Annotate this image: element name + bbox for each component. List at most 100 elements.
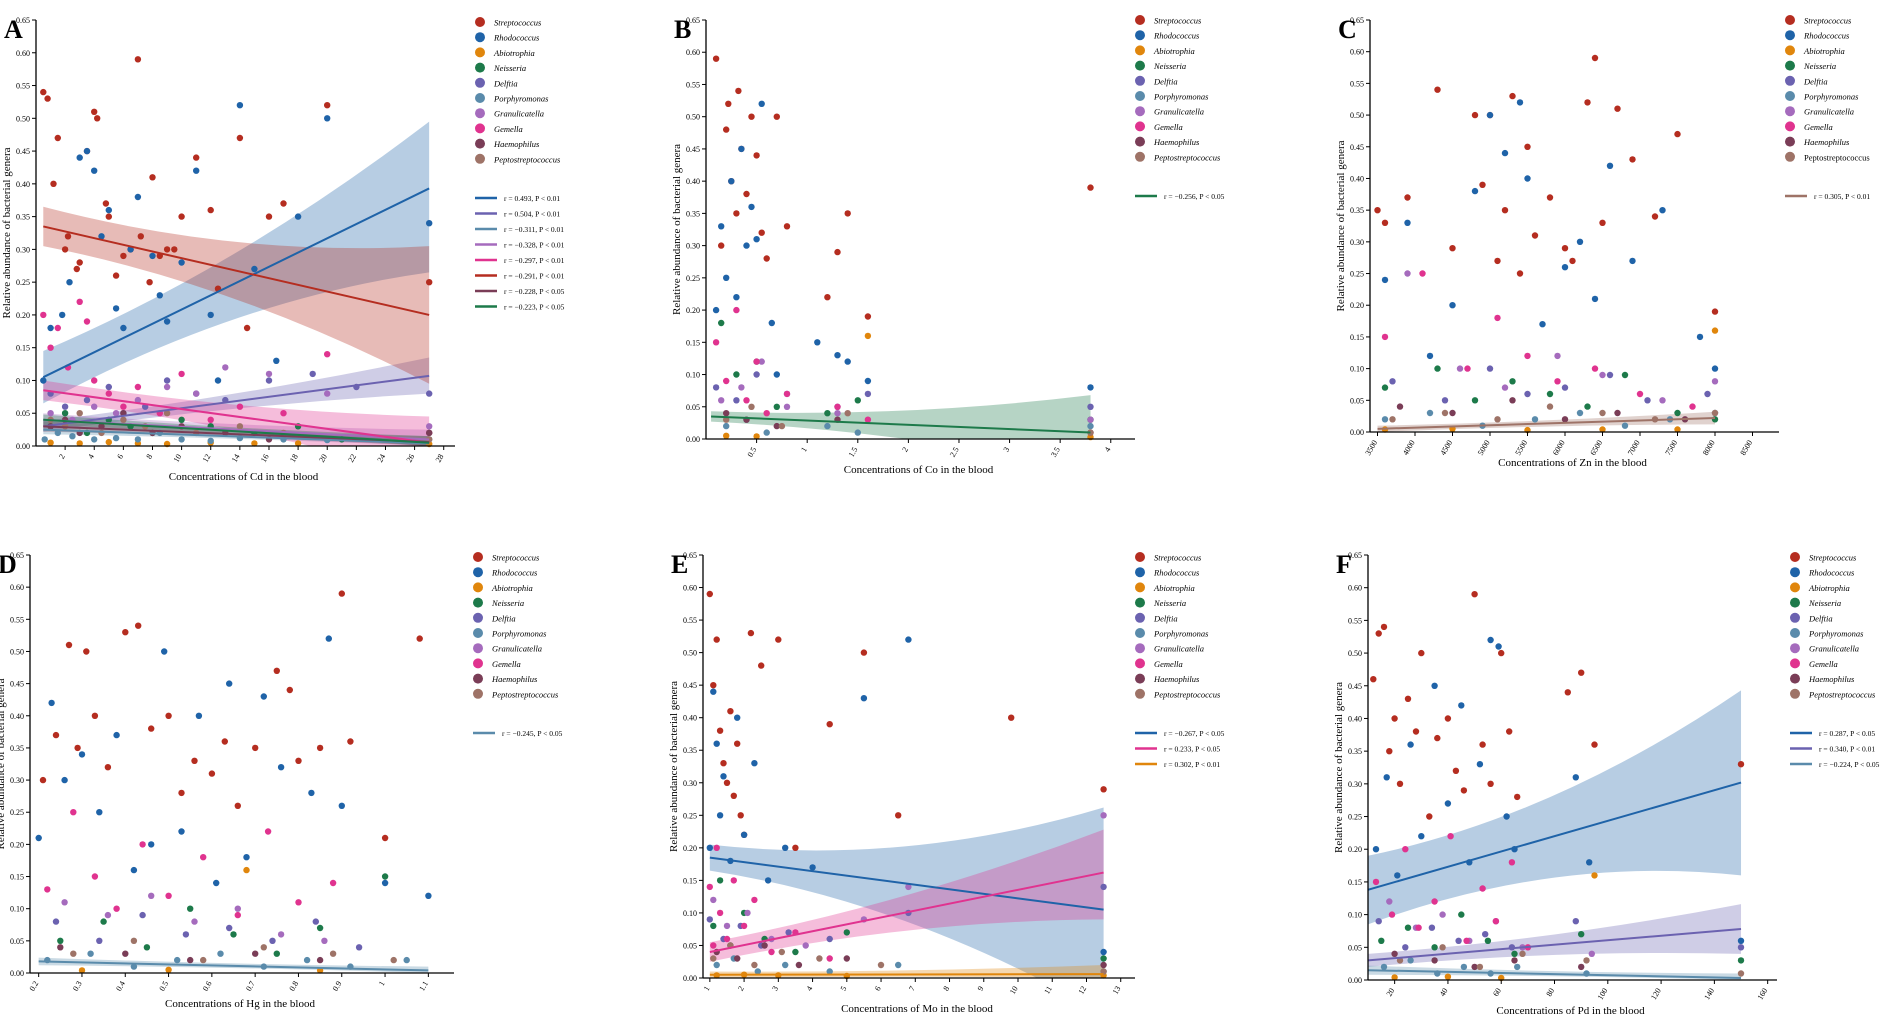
legend-fit-label: r = −0.297, P < 0.01 [504,256,565,265]
data-point [1659,207,1666,214]
data-point [1100,883,1107,891]
data-point [723,779,731,786]
data-point [195,712,203,719]
y-tick-label: 0.00 [1348,976,1362,985]
x-tick-label: 18 [288,453,300,464]
legend-label: Streptococcus [1154,16,1202,26]
data-point [1591,872,1598,879]
legend-marker [473,628,483,638]
fit-line [1368,969,1742,980]
data-point [834,403,841,410]
data-point [1415,924,1422,931]
fit-line [43,374,430,428]
data-point [102,200,110,207]
data-point [723,410,730,417]
data-point [1737,970,1745,977]
legend-marker [475,32,485,43]
data-point [1375,630,1382,637]
data-point [1370,676,1377,683]
y-tick-label: 0.20 [1350,301,1364,310]
y-tick-label: 0.20 [10,840,24,849]
data-point [426,436,433,443]
legend-label: Peptostreptococcus [1804,152,1870,162]
data-point [710,688,717,695]
data-point [751,760,758,767]
data-point [723,274,730,281]
legend-marker [1785,121,1795,132]
data-point [730,877,737,884]
legend-marker [1790,658,1800,669]
data-point [426,220,433,227]
legend-label: Haemophilus [491,674,538,684]
legend-marker [1135,597,1145,608]
legend-marker [1135,15,1145,25]
legend-marker [1135,582,1145,593]
data-point [148,892,155,899]
y-tick-label: 0.20 [686,306,700,315]
data-point [208,770,216,777]
data-point [1386,898,1393,905]
data-point [710,682,717,689]
data-point [1546,403,1554,410]
data-point [1546,390,1554,398]
data-point [740,922,748,930]
data-point [734,955,741,962]
data-point [329,950,337,957]
legend-marker [475,17,485,27]
y-tick-label: 0.15 [16,344,30,353]
scatter-points [712,55,1094,441]
y-tick-label: 0.10 [10,905,24,914]
data-point [130,866,138,874]
scatter-points [35,590,432,974]
data-point [738,384,745,391]
data-point [134,56,142,63]
data-point [143,944,151,951]
y-tick-label: 0.05 [10,937,24,946]
data-point [775,636,782,643]
data-point [193,390,200,397]
data-point [1531,232,1539,239]
y-tick-label: 0.05 [686,403,700,412]
fit-line [1368,781,1742,891]
fit-line [1368,928,1742,962]
data-point [1674,409,1681,417]
data-point [1381,219,1389,226]
data-point [207,437,214,444]
data-point [83,318,91,325]
data-point [751,961,758,969]
data-point [1404,194,1411,201]
data-point [1509,92,1516,100]
legend-label: Porphyromonas [493,94,549,104]
fit-lines [1368,781,1742,980]
x-tick-label: 0.4 [114,980,127,993]
data-point [163,383,171,391]
data-point [773,371,780,378]
y-axis-label: Relative abundance of bacterial genera [1335,140,1347,311]
legend-label: Streptococcus [492,553,540,563]
y-tick-label: 0.65 [10,551,24,560]
legend-fit-label: r = −0.256, P < 0.05 [1164,192,1225,201]
y-tick-label: 0.65 [1348,551,1362,560]
data-point [178,370,185,378]
data-point [338,802,345,809]
y-tick-label: 0.35 [686,209,700,218]
data-point [716,909,724,917]
legend-label: Granulicatella [1809,644,1859,654]
data-point [236,102,244,109]
legend: Streptococcus Rhodococcus Abiotrophia Neiss… [1135,552,1225,769]
data-point [1524,143,1531,150]
data-point [1463,937,1470,944]
data-point [1381,416,1389,423]
data-point [303,956,311,964]
data-point [139,841,146,848]
legend-marker [473,673,483,684]
x-tick-label: 1 [702,985,712,993]
data-point [120,252,127,260]
x-tick-label: 10 [172,453,184,464]
data-point [710,942,717,949]
legend-marker [1135,567,1145,578]
data-point [737,812,744,819]
data-point [191,757,198,764]
data-point [1486,365,1494,372]
